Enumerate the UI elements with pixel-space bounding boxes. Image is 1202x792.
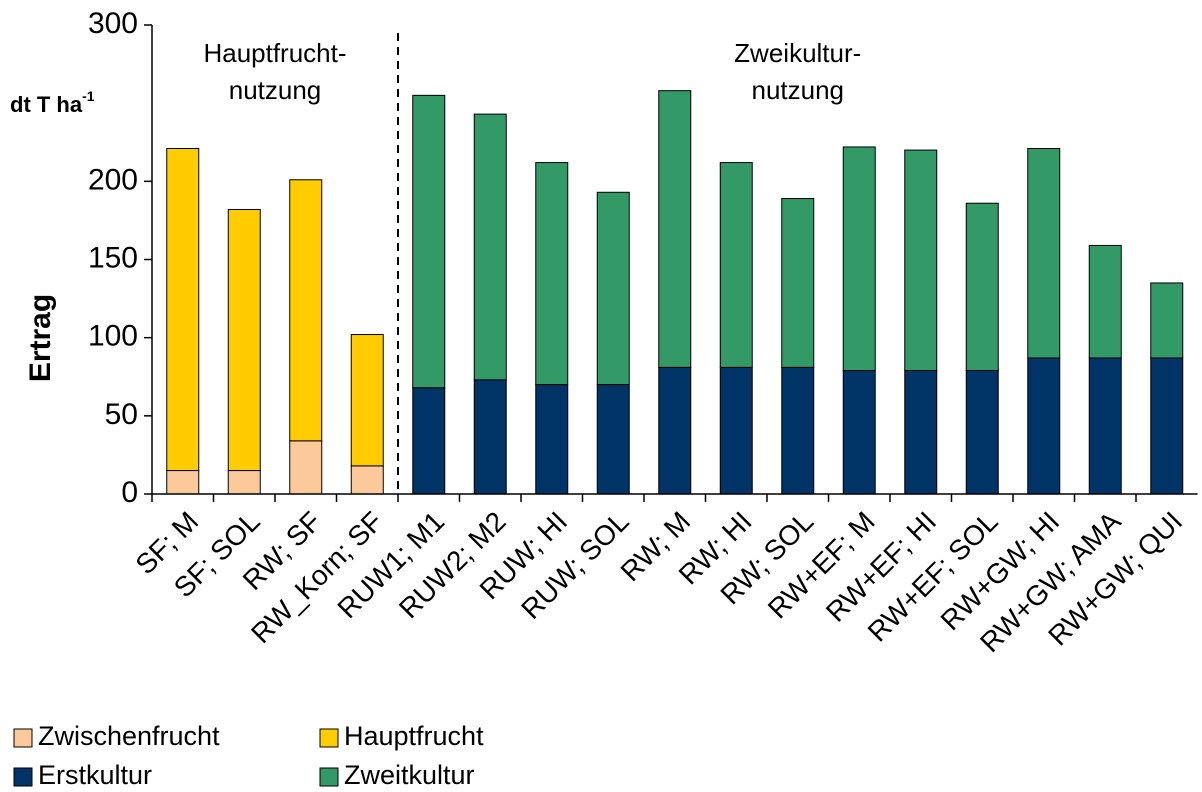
bar-segment <box>350 334 384 467</box>
annotation: Zweikultur- <box>734 38 861 68</box>
annotation: nutzung <box>751 75 844 105</box>
bar-segment <box>658 366 692 495</box>
legend-swatch <box>319 728 339 748</box>
unit-text: dt T ha <box>10 92 83 117</box>
bar-segment <box>842 146 876 371</box>
y-tick-label: 150 <box>88 241 138 274</box>
legend-swatch <box>13 767 33 787</box>
bar-segment <box>289 179 323 442</box>
bar-segment <box>1088 244 1122 359</box>
bar-segment <box>227 208 261 472</box>
bar-segment <box>227 470 261 495</box>
bar-segment <box>1150 357 1184 495</box>
bar-segment <box>1027 148 1061 359</box>
legend-label: Hauptfrucht <box>344 721 484 751</box>
bar-segment <box>719 366 753 495</box>
bar-segment <box>781 198 815 368</box>
y-tick-label: 100 <box>88 320 138 353</box>
bar-segment <box>535 162 569 386</box>
legend-label: Zweitkultur <box>344 760 475 790</box>
bar-segment <box>1027 357 1061 495</box>
y-tick-label: 50 <box>105 398 138 431</box>
bar-segment <box>596 384 630 495</box>
unit-sup: -1 <box>82 88 95 104</box>
bar-segment <box>412 387 446 495</box>
bar-segment <box>842 369 876 495</box>
bar-segment <box>473 379 507 495</box>
annotation: Hauptfrucht- <box>203 38 346 68</box>
legend-label: Zwischenfrucht <box>38 721 220 751</box>
annotation: nutzung <box>229 75 322 105</box>
y-tick-label: 0 <box>121 476 138 509</box>
y-axis-label: Ertrag <box>24 294 57 382</box>
y-tick-label: 200 <box>88 163 138 196</box>
bar-segment <box>965 369 999 495</box>
bar-segment <box>904 369 938 495</box>
legend-label: Erstkultur <box>38 760 152 790</box>
bar-segment <box>166 148 200 472</box>
y-tick-label: 300 <box>88 7 138 40</box>
bar-segment <box>350 465 384 495</box>
bar-segment <box>1150 282 1184 359</box>
bar-segment <box>412 94 446 389</box>
bar-segment <box>965 202 999 371</box>
bar-segment <box>289 440 323 495</box>
bar-segment <box>904 149 938 371</box>
legend-swatch <box>319 767 339 787</box>
bar-segment <box>535 384 569 495</box>
bar-segment <box>166 470 200 495</box>
legend-swatch <box>13 728 33 748</box>
bar-segment <box>596 191 630 386</box>
bar-segment <box>658 90 692 368</box>
unit-label: dt T ha-1 <box>10 88 95 117</box>
bar-segment <box>781 366 815 495</box>
bar-segment <box>719 162 753 368</box>
bar-segment <box>1088 357 1122 495</box>
bar-segment <box>473 113 507 381</box>
